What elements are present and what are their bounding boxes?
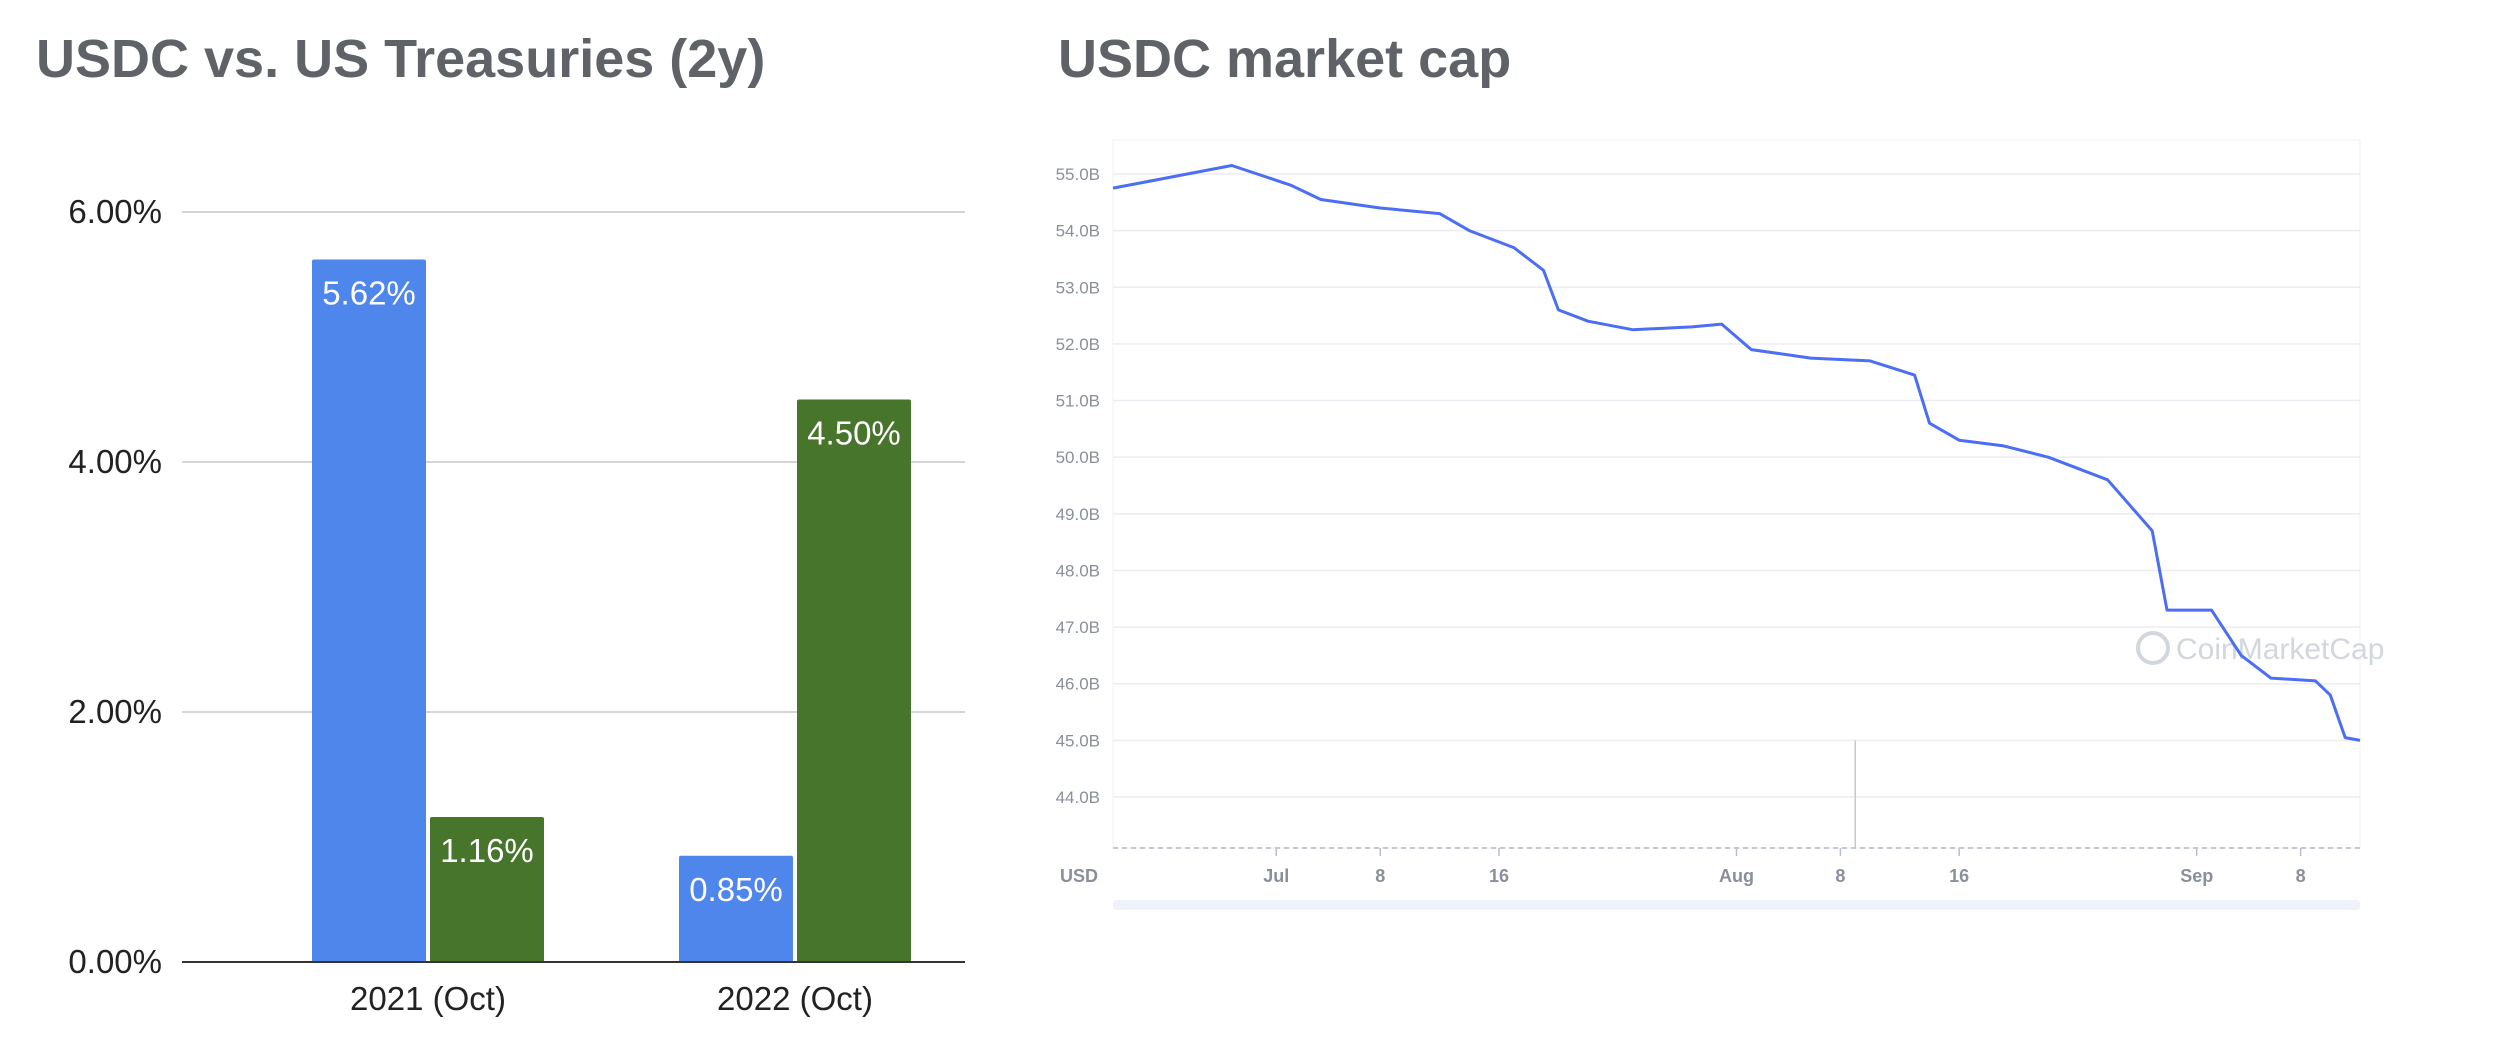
line-x-tick-label: 8 [2296,866,2306,886]
bar-y-tick-label: 4.00% [68,443,162,480]
bar-data-label: 5.62% [322,275,416,312]
bar-y-tick-label: 0.00% [68,943,162,980]
line-x-tick-label: 16 [1489,866,1509,886]
line-y-tick-label: 49.0B [1056,505,1100,524]
line-y-tick-label: 47.0B [1056,618,1100,637]
line-x-tick-label: 8 [1835,866,1845,886]
bar [797,399,911,962]
line-plot-area [1112,139,2361,849]
line-x-tick-label: Sep [2180,866,2213,886]
bar-data-label: 0.85% [689,871,783,908]
line-y-tick-label: 50.0B [1056,448,1100,467]
watermark-text: CoinMarketCap [2176,633,2384,666]
line-y-tick-label: 52.0B [1056,335,1100,354]
line-y-tick-label: 54.0B [1056,222,1100,241]
watermark-logo-icon [2136,631,2170,665]
line-y-tick-label: 51.0B [1056,392,1100,411]
line-y-tick-label: 55.0B [1056,165,1100,184]
line-x-tick-label: 8 [1375,866,1385,886]
line-x-tick-label: Jul [1263,866,1289,886]
bar-y-tick-label: 6.00% [68,193,162,230]
bar-chart-title: USDC vs. US Treasuries (2y) [36,29,766,89]
line-x-tick-label: Aug [1719,866,1754,886]
line-y-unit-label: USD [1060,866,1098,886]
line-y-tick-label: 46.0B [1056,675,1100,694]
bar-y-tick-label: 2.00% [68,693,162,730]
line-y-tick-label: 48.0B [1056,561,1100,580]
bar-data-label: 4.50% [807,415,901,452]
line-series [1112,164,2361,742]
bar [430,817,544,962]
range-scrollbar [1113,900,2360,910]
bar-x-tick-label: 2021 (Oct) [350,980,506,1017]
bar [679,855,793,962]
line-x-tick-label: 16 [1949,866,1969,886]
line-y-tick-label: 53.0B [1056,278,1100,297]
line-y-tick-label: 44.0B [1056,788,1100,807]
bar-x-tick-label: 2022 (Oct) [717,980,873,1017]
bar-data-label: 1.16% [440,832,534,869]
line-chart-title: USDC market cap [1058,29,1512,89]
bar [312,259,426,962]
line-y-tick-label: 45.0B [1056,731,1100,750]
